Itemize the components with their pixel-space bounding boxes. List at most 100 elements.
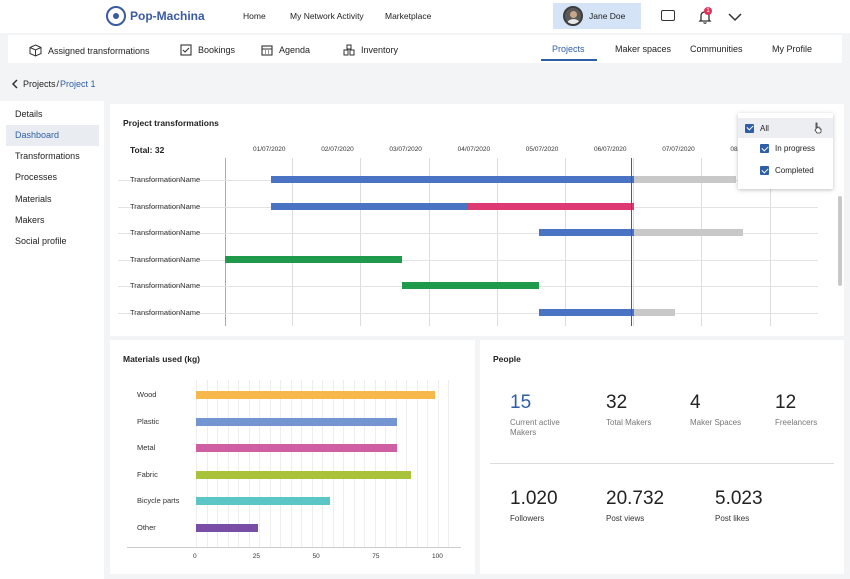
subnav-assigned-transformations[interactable]: Assigned transformations [29,44,150,57]
gantt-date-label: 01/07/2020 [253,146,286,153]
tab-my-profile[interactable]: My Profile [772,44,813,54]
stat-post-views-label: Post views [606,514,645,523]
gantt-row-label: TransformationName [130,254,201,264]
materials-category-label: Other [137,522,156,532]
gantt-date-label: 07/07/2020 [662,146,695,153]
gantt-grid-line [565,158,566,326]
materials-grid-line [437,380,439,548]
tab-projects[interactable]: Projects [552,44,585,54]
gantt-bar [634,229,744,237]
stat-post-likes-label: Post likes [715,514,750,523]
status-filter-dropdown: All In progress Completed [738,113,833,189]
materials-axis-line [127,547,461,548]
gantt-axis-line [225,158,226,326]
breadcrumb-root[interactable]: Projects [23,79,56,89]
stat-followers-label: Followers [510,514,545,523]
gantt-bar [538,309,635,316]
stat-followers-value: 1.020 [510,488,558,509]
gantt-scrollbar[interactable] [838,196,842,286]
filter-option-all[interactable]: All [738,118,833,138]
subnav-inventory[interactable]: Inventory [343,44,398,56]
gantt-title: Project transformations [123,118,219,128]
tab-communities[interactable]: Communities [690,44,743,54]
breadcrumb-current: Project 1 [60,79,96,89]
nav-home[interactable]: Home [243,11,266,21]
sidebar-item-transformations[interactable]: Transformations [15,151,80,161]
stat-freelancers-value: 12 [775,392,797,413]
filter-option-in-progress[interactable]: In progress [760,144,815,153]
hand-cursor-icon [814,122,822,134]
calendar-icon [261,45,273,56]
logo[interactable]: Pop-Machina [106,6,205,26]
user-menu[interactable]: Jane Doe [553,3,641,29]
gantt-grid-line [496,158,498,326]
materials-grid-line [227,380,229,548]
gantt-row-label: TransformationName [130,175,201,184]
chat-icon[interactable] [661,10,675,21]
materials-grid-line [248,380,250,548]
checkbox-checked-icon[interactable] [760,144,769,153]
subnav-label: Assigned transformations [48,45,150,56]
gantt-date-label: 02/07/2020 [321,146,354,153]
gantt-bar [271,202,469,210]
materials-grid-line [290,380,292,548]
materials-category-label: Plastic [137,416,160,426]
nav-marketplace[interactable]: Marketplace [385,11,432,21]
nav-network-activity[interactable]: My Network Activity [290,11,364,21]
today-marker [631,158,632,326]
stat-active-makers-value: 15 [510,392,532,413]
checkbox-checked-icon[interactable] [760,166,769,175]
materials-bar [196,444,397,452]
materials-grid-line [322,380,324,548]
sidebar-item-processes[interactable]: Processes [15,172,58,182]
gantt-grid-line [292,158,294,326]
subnav-agenda[interactable]: Agenda [261,44,310,56]
gantt-grid-line [428,158,430,326]
sidebar-item-social-profile[interactable]: Social profile [15,236,67,246]
materials-bar [196,470,412,479]
gantt-bar [634,176,737,183]
gantt-bar [468,202,635,210]
materials-tick-label: 50 [312,553,320,560]
filter-option-completed[interactable]: Completed [760,166,814,175]
materials-grid-line [395,380,397,548]
logo-text: Pop-Machina [130,9,205,23]
chevron-down-icon[interactable] [727,9,743,25]
materials-grid-line [448,380,450,548]
materials-grid-line [311,380,313,548]
materials-title: Materials used (kg) [123,354,200,364]
materials-grid-line [416,380,418,548]
gantt-total: Total: 32 [130,145,165,155]
sidebar-item-materials[interactable]: Materials [15,194,52,204]
sidebar-item-makers[interactable]: Makers [15,215,45,225]
stat-total-makers-label: Total Makers [606,418,652,427]
materials-grid-line [301,380,303,548]
chevron-left-icon[interactable] [11,79,19,89]
materials-grid-line [353,380,355,548]
materials-tick-label: 75 [372,553,380,560]
checkbox-checked-icon[interactable] [745,123,754,133]
subnav-bookings[interactable]: Bookings [180,44,235,56]
materials-grid-line [269,380,271,548]
stat-maker-spaces-label: Maker Spaces [690,418,742,427]
tab-maker-spaces[interactable]: Maker spaces [615,44,672,54]
gantt-row-divider [118,313,818,314]
materials-bar [196,497,330,505]
stat-maker-spaces-value: 4 [690,392,701,413]
gantt-grid-line [360,158,362,326]
materials-grid-line [196,380,197,548]
sidebar-item-details[interactable]: Details [15,109,43,119]
gantt-panel [110,104,844,336]
breadcrumb: Projects / Project 1 [11,79,96,89]
stat-freelancers-label: Freelancers [775,418,818,427]
materials-category-label: Fabric [137,469,158,479]
materials-grid-line [343,380,345,548]
materials-category-label: Bicycle parts [137,496,180,505]
materials-bar [196,417,397,426]
sidebar-item-dashboard[interactable]: Dashboard [6,125,99,146]
materials-tick-label: 100 [432,553,443,560]
materials-panel [110,340,475,574]
user-name: Jane Doe [589,11,626,21]
sidebar: Details Dashboard Transformations Proces… [0,101,104,579]
gantt-bar [225,255,403,263]
